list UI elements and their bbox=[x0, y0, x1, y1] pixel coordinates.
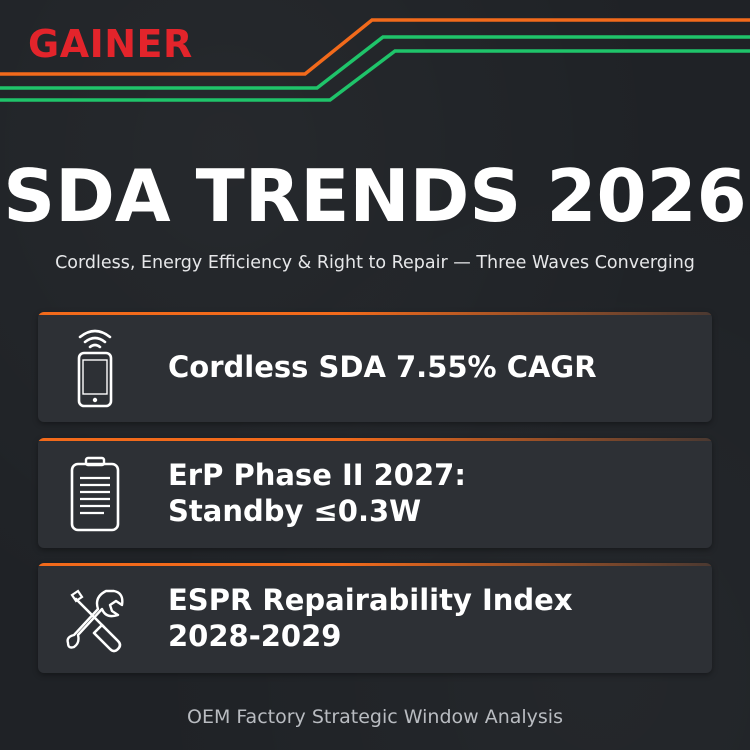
trend-card-line-1: Cordless SDA 7.55% CAGR bbox=[168, 350, 597, 384]
green-stripe-upper bbox=[0, 35, 750, 90]
battery-document-icon bbox=[70, 456, 120, 532]
trend-card-erp: ErP Phase II 2027: Standby ≤0.3W bbox=[38, 438, 712, 548]
orange-stripe bbox=[0, 18, 750, 76]
trend-card-text: ESPR Repairability Index 2028-2029 bbox=[168, 563, 698, 673]
header-stripes bbox=[0, 18, 750, 102]
smartphone-wireless-icon bbox=[77, 329, 113, 408]
trend-card-text: Cordless SDA 7.55% CAGR bbox=[168, 312, 698, 422]
trend-card-line-2: Standby ≤0.3W bbox=[168, 494, 422, 528]
trend-card-line-2: 2028-2029 bbox=[168, 619, 342, 653]
trend-card-text: ErP Phase II 2027: Standby ≤0.3W bbox=[168, 438, 698, 548]
trend-card-cordless: Cordless SDA 7.55% CAGR bbox=[38, 312, 712, 422]
trend-card-line-1: ESPR Repairability Index bbox=[168, 583, 573, 617]
page-title: SDA TRENDS 2026 bbox=[3, 154, 747, 238]
green-stripe-lower bbox=[0, 49, 750, 102]
page-subtitle: Cordless, Energy Efficiency & Right to R… bbox=[55, 253, 695, 273]
footer-caption: OEM Factory Strategic Window Analysis bbox=[186, 706, 563, 728]
brand-logo: GAINER bbox=[28, 22, 193, 66]
wrench-screwdriver-icon bbox=[66, 589, 124, 653]
trend-card-espr: ESPR Repairability Index 2028-2029 bbox=[38, 563, 712, 673]
trend-card-line-1: ErP Phase II 2027: bbox=[168, 458, 466, 492]
card-accent-line bbox=[38, 563, 712, 566]
card-accent-line bbox=[38, 312, 712, 315]
card-accent-line bbox=[38, 438, 712, 441]
